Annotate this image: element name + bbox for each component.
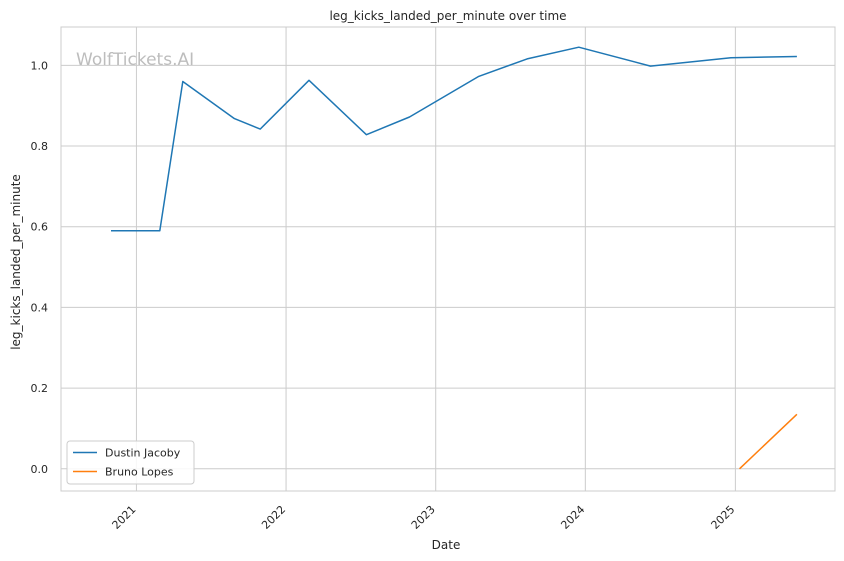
series-lines	[111, 46, 798, 470]
y-tick-labels: 0.0 0.2 0.4 0.6 0.8 1.0	[31, 59, 49, 475]
y-tick-label: 0.6	[31, 221, 49, 234]
legend: Dustin Jacoby Bruno Lopes	[66, 440, 195, 485]
y-axis-label: leg_kicks_landed_per_minute	[9, 174, 23, 350]
grid-lines	[61, 27, 835, 491]
chart-title: leg_kicks_landed_per_minute over time	[329, 9, 566, 23]
watermark: WolfTickets.AI	[76, 50, 194, 70]
x-axis-label: Date	[432, 538, 461, 552]
legend-label-bruno-lopes: Bruno Lopes	[105, 466, 174, 479]
y-tick-label: 1.0	[31, 59, 49, 72]
y-tick-label: 0.2	[31, 382, 49, 395]
series-line-dustin-jacoby	[111, 46, 797, 232]
y-tick-label: 0.8	[31, 140, 49, 153]
plot-area-frame	[60, 26, 836, 492]
y-tick-label: 0.0	[31, 463, 49, 476]
series-line-bruno-lopes	[738, 413, 798, 470]
legend-label-dustin-jacoby: Dustin Jacoby	[105, 447, 181, 460]
legend-box	[66, 440, 195, 485]
y-tick-label: 0.4	[31, 301, 49, 314]
